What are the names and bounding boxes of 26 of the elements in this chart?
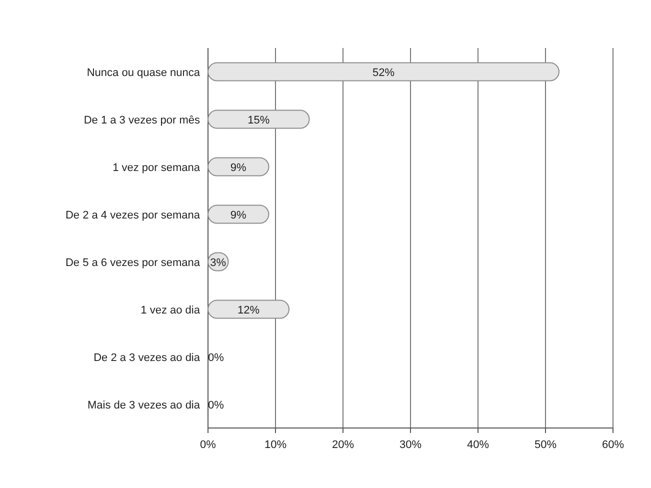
x-tick-label: 50% bbox=[534, 439, 557, 451]
x-tick-label: 30% bbox=[399, 439, 422, 451]
data-label: 12% bbox=[237, 304, 260, 316]
x-tick-label: 0% bbox=[200, 439, 216, 451]
data-label: 9% bbox=[230, 162, 247, 174]
y-tick-label: Mais de 3 vezes ao dia bbox=[87, 399, 201, 412]
x-tick-label: 10% bbox=[264, 439, 287, 451]
data-label: 15% bbox=[248, 114, 270, 126]
y-tick-label: 1 vez por semana bbox=[112, 162, 201, 174]
y-tick-label: De 1 a 3 vezes por mês bbox=[84, 114, 200, 126]
y-tick-label: 1 vez ao dia bbox=[140, 304, 201, 316]
data-label: 0% bbox=[208, 399, 224, 412]
y-tick-label: De 2 a 4 vezes por semana bbox=[65, 209, 201, 222]
bar bbox=[208, 110, 310, 129]
data-label: 0% bbox=[208, 352, 224, 364]
y-tick-label: Nunca ou quase nunca bbox=[86, 66, 201, 79]
bar bbox=[208, 62, 560, 82]
x-tick-label: 40% bbox=[466, 439, 490, 451]
y-tick-label: De 2 a 3 vezes ao dia bbox=[94, 352, 201, 364]
data-label: 3% bbox=[210, 256, 226, 269]
data-label: 9% bbox=[230, 209, 247, 222]
x-tick-label: 20% bbox=[332, 439, 354, 451]
data-label: 52% bbox=[372, 66, 395, 79]
y-tick-label: De 5 a 6 vezes por semana bbox=[65, 256, 201, 269]
x-tick-label: 60% bbox=[602, 439, 624, 451]
bar bbox=[208, 300, 290, 319]
